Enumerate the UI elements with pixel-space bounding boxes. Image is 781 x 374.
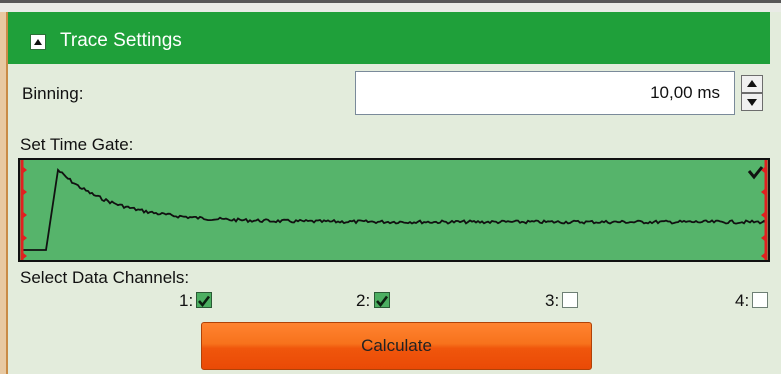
binning-label: Binning: bbox=[22, 84, 84, 103]
checkmark-icon bbox=[198, 295, 211, 308]
top-strip bbox=[0, 0, 781, 12]
gate-check-icon bbox=[747, 166, 764, 180]
binning-spinner bbox=[741, 75, 763, 111]
time-gate-plot[interactable] bbox=[18, 158, 770, 262]
channel-2-label: 2: bbox=[356, 291, 371, 310]
channel-3-checkbox[interactable] bbox=[562, 292, 578, 308]
gate-end-marker[interactable] bbox=[761, 160, 768, 260]
spin-down-button[interactable] bbox=[741, 93, 763, 111]
channel-2-checkbox[interactable] bbox=[374, 292, 390, 308]
channels-label: Select Data Channels: bbox=[20, 268, 190, 287]
arrow-up-icon bbox=[747, 80, 757, 87]
channel-3-label: 3: bbox=[545, 291, 560, 310]
channel-4-label: 4: bbox=[735, 291, 750, 310]
spin-up-button[interactable] bbox=[741, 75, 763, 93]
collapse-triangle-icon[interactable] bbox=[30, 34, 46, 50]
channel-1-checkbox[interactable] bbox=[196, 292, 212, 308]
channel-4-checkbox[interactable] bbox=[752, 292, 768, 308]
channel-1-label: 1: bbox=[179, 291, 194, 310]
left-edge-divider bbox=[0, 12, 8, 374]
trace-settings-header[interactable]: Trace Settings bbox=[8, 12, 770, 64]
arrow-down-icon bbox=[747, 99, 757, 106]
gate-start-marker[interactable] bbox=[20, 160, 27, 260]
panel-title: Trace Settings bbox=[60, 30, 182, 51]
checkmark-icon bbox=[376, 295, 389, 308]
trace-curve bbox=[22, 168, 767, 251]
binning-input[interactable] bbox=[355, 71, 735, 115]
time-gate-label: Set Time Gate: bbox=[20, 135, 134, 154]
calculate-button[interactable]: Calculate bbox=[201, 322, 592, 370]
